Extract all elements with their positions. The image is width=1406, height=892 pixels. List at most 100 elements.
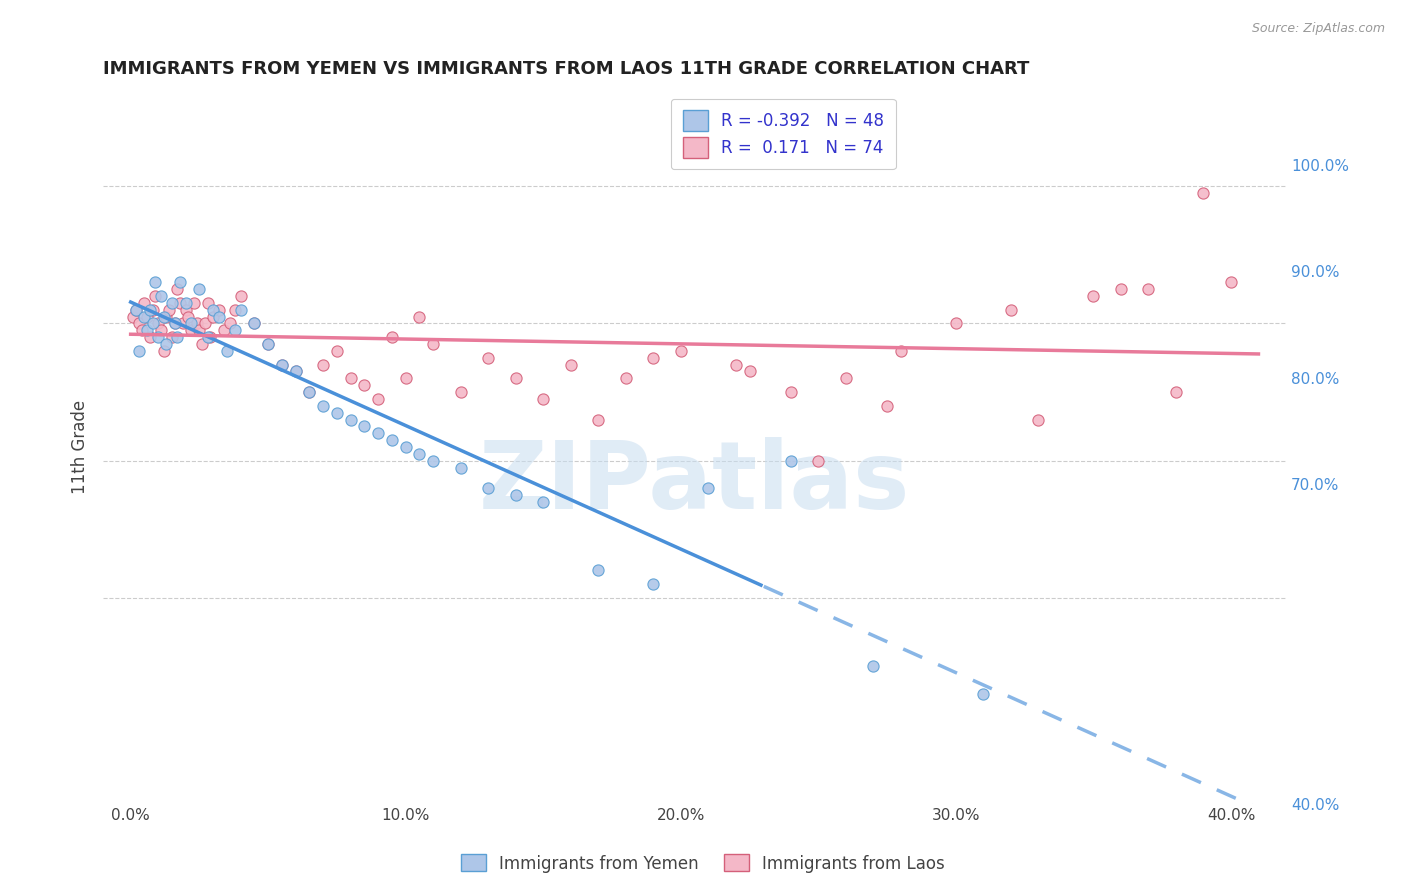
Point bbox=[505, 371, 527, 385]
Point bbox=[339, 412, 361, 426]
Point bbox=[224, 323, 246, 337]
Point bbox=[1000, 302, 1022, 317]
Point bbox=[188, 282, 211, 296]
Point bbox=[367, 392, 389, 406]
Point bbox=[408, 447, 430, 461]
Point bbox=[876, 399, 898, 413]
Point bbox=[353, 419, 375, 434]
Point bbox=[326, 406, 349, 420]
Point bbox=[186, 317, 208, 331]
Point bbox=[136, 310, 159, 324]
Point bbox=[353, 378, 375, 392]
Point bbox=[724, 358, 747, 372]
Point bbox=[180, 323, 202, 337]
Point bbox=[197, 296, 219, 310]
Point bbox=[215, 343, 238, 358]
Point bbox=[1192, 186, 1215, 201]
Text: Source: ZipAtlas.com: Source: ZipAtlas.com bbox=[1251, 22, 1385, 36]
Point bbox=[614, 371, 637, 385]
Point bbox=[779, 453, 801, 467]
Point bbox=[174, 302, 197, 317]
Point bbox=[381, 433, 404, 447]
Point bbox=[807, 453, 830, 467]
Point bbox=[298, 385, 321, 400]
Point bbox=[588, 412, 610, 426]
Point bbox=[134, 296, 156, 310]
Point bbox=[697, 481, 720, 495]
Point bbox=[560, 358, 582, 372]
Point bbox=[862, 659, 884, 673]
Point bbox=[125, 302, 148, 317]
Point bbox=[169, 296, 191, 310]
Point bbox=[229, 302, 252, 317]
Point bbox=[1137, 282, 1160, 296]
Point bbox=[200, 330, 222, 344]
Text: ZIPatlas: ZIPatlas bbox=[479, 436, 910, 529]
Point bbox=[243, 317, 266, 331]
Point bbox=[284, 364, 307, 378]
Point bbox=[1219, 276, 1241, 290]
Point bbox=[152, 343, 174, 358]
Point bbox=[191, 337, 214, 351]
Point bbox=[166, 282, 188, 296]
Point bbox=[172, 317, 194, 331]
Point bbox=[271, 358, 294, 372]
Legend: Immigrants from Yemen, Immigrants from Laos: Immigrants from Yemen, Immigrants from L… bbox=[454, 847, 952, 880]
Point bbox=[139, 302, 162, 317]
Point bbox=[257, 337, 280, 351]
Point bbox=[145, 276, 167, 290]
Point bbox=[177, 310, 200, 324]
Point bbox=[669, 343, 692, 358]
Point bbox=[1028, 412, 1050, 426]
Point bbox=[166, 330, 188, 344]
Point bbox=[122, 310, 145, 324]
Point bbox=[180, 317, 202, 331]
Point bbox=[152, 310, 174, 324]
Point bbox=[298, 385, 321, 400]
Point bbox=[643, 351, 665, 365]
Point bbox=[408, 310, 430, 324]
Point bbox=[835, 371, 858, 385]
Point bbox=[155, 310, 177, 324]
Point bbox=[312, 358, 335, 372]
Point bbox=[224, 302, 246, 317]
Point bbox=[125, 302, 148, 317]
Point bbox=[202, 310, 225, 324]
Point bbox=[169, 276, 191, 290]
Point bbox=[229, 289, 252, 303]
Point bbox=[146, 330, 169, 344]
Point bbox=[157, 302, 180, 317]
Point bbox=[450, 460, 472, 475]
Point bbox=[160, 330, 183, 344]
Point bbox=[163, 317, 186, 331]
Point bbox=[136, 323, 159, 337]
Point bbox=[779, 385, 801, 400]
Point bbox=[160, 296, 183, 310]
Point bbox=[208, 302, 231, 317]
Point bbox=[381, 330, 404, 344]
Point bbox=[588, 563, 610, 577]
Legend: R = -0.392   N = 48, R =  0.171   N = 74: R = -0.392 N = 48, R = 0.171 N = 74 bbox=[671, 99, 896, 169]
Point bbox=[271, 358, 294, 372]
Point bbox=[450, 385, 472, 400]
Point bbox=[339, 371, 361, 385]
Point bbox=[208, 310, 231, 324]
Point bbox=[194, 317, 217, 331]
Point bbox=[1164, 385, 1187, 400]
Point bbox=[477, 351, 499, 365]
Point bbox=[531, 392, 554, 406]
Point bbox=[128, 317, 150, 331]
Point bbox=[134, 310, 156, 324]
Point bbox=[643, 577, 665, 591]
Point bbox=[155, 337, 177, 351]
Point bbox=[145, 289, 167, 303]
Point bbox=[890, 343, 912, 358]
Point bbox=[142, 302, 165, 317]
Point bbox=[505, 488, 527, 502]
Point bbox=[197, 330, 219, 344]
Point bbox=[174, 296, 197, 310]
Point bbox=[395, 440, 418, 454]
Point bbox=[149, 289, 172, 303]
Point bbox=[149, 323, 172, 337]
Text: IMMIGRANTS FROM YEMEN VS IMMIGRANTS FROM LAOS 11TH GRADE CORRELATION CHART: IMMIGRANTS FROM YEMEN VS IMMIGRANTS FROM… bbox=[103, 60, 1029, 78]
